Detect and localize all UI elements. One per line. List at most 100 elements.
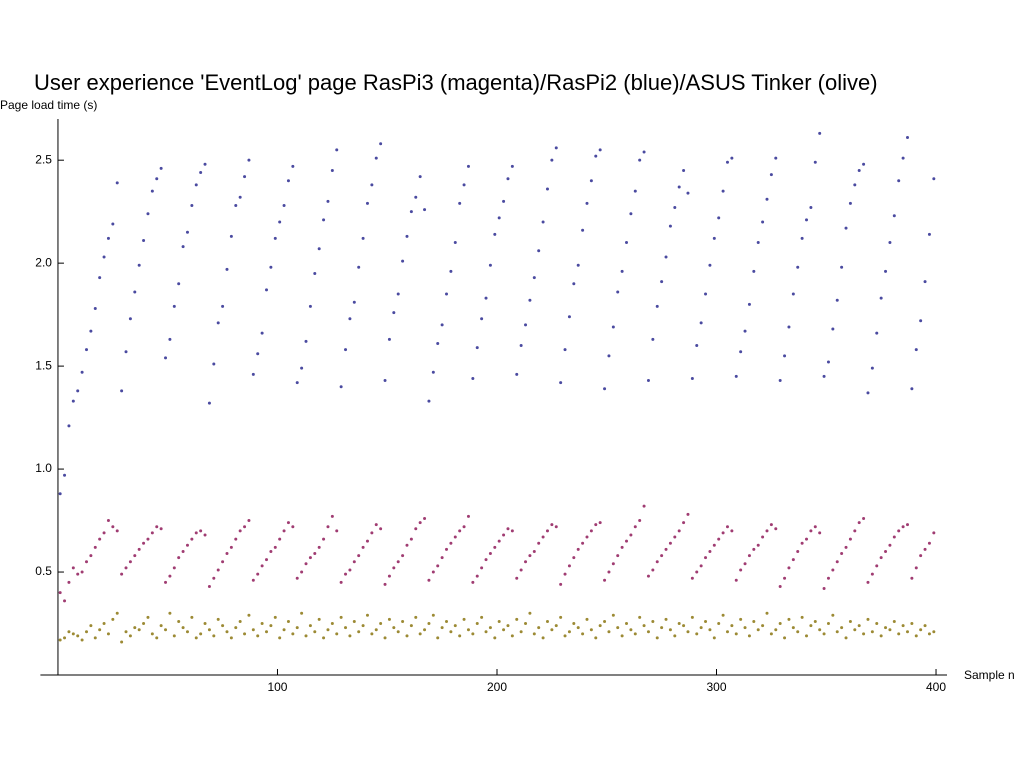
data-point [774, 156, 778, 160]
data-point [89, 329, 93, 333]
data-point [111, 222, 115, 226]
data-point [80, 570, 84, 574]
data-point [63, 473, 67, 477]
data-point [725, 160, 729, 164]
data-point [120, 389, 124, 393]
data-point [708, 549, 712, 553]
data-point [787, 617, 791, 621]
data-point [620, 269, 624, 273]
data-point [629, 628, 633, 632]
data-point [471, 632, 475, 636]
data-point [927, 632, 931, 636]
data-point [370, 531, 374, 535]
data-point [304, 562, 308, 566]
data-point [550, 628, 554, 632]
data-point [106, 632, 110, 636]
data-point [379, 527, 383, 531]
data-point [638, 519, 642, 523]
data-point [502, 199, 506, 203]
data-point [642, 624, 646, 628]
data-point [379, 622, 383, 626]
data-point [638, 158, 642, 162]
data-point [862, 632, 866, 636]
data-point [466, 164, 470, 168]
data-point [308, 624, 312, 628]
data-point [686, 630, 690, 634]
data-point [629, 533, 633, 537]
data-point [510, 529, 514, 533]
data-point [212, 634, 216, 638]
data-point [488, 263, 492, 267]
data-point [304, 634, 308, 638]
data-point [914, 634, 918, 638]
data-point [449, 541, 453, 545]
data-point [725, 525, 729, 529]
data-point [374, 156, 378, 160]
data-point [475, 574, 479, 578]
data-point [102, 622, 106, 626]
data-point [717, 216, 721, 220]
data-point [506, 624, 510, 628]
data-point [374, 628, 378, 632]
data-point [646, 630, 650, 634]
data-point [313, 552, 317, 556]
data-point [168, 337, 172, 341]
data-point [98, 628, 102, 632]
data-point [63, 636, 67, 640]
data-point [519, 568, 523, 572]
data-point [550, 158, 554, 162]
data-point [897, 179, 901, 183]
data-point [115, 529, 119, 533]
data-point [150, 189, 154, 193]
data-point [642, 150, 646, 154]
data-point [177, 556, 181, 560]
data-point [572, 556, 576, 560]
data-point [159, 166, 163, 170]
data-point [480, 317, 484, 321]
y-tick-label: 1.5 [35, 358, 52, 372]
data-point [352, 619, 356, 623]
data-point [282, 529, 286, 533]
data-point [559, 381, 563, 385]
data-point [286, 619, 290, 623]
data-point [879, 556, 883, 560]
data-point [524, 560, 528, 564]
data-point [730, 529, 734, 533]
data-point [216, 321, 220, 325]
data-point [111, 525, 115, 529]
data-point [730, 624, 734, 628]
data-point [515, 372, 519, 376]
data-point [730, 156, 734, 160]
data-point [853, 183, 857, 187]
data-point [106, 519, 110, 523]
data-point [352, 560, 356, 564]
data-point [660, 280, 664, 284]
data-point [620, 545, 624, 549]
data-point [418, 521, 422, 525]
data-point [686, 512, 690, 516]
data-point [124, 350, 128, 354]
data-point [712, 543, 716, 547]
data-point [721, 531, 725, 535]
data-point [756, 628, 760, 632]
y-tick-label: 0.5 [35, 564, 52, 578]
data-point [225, 552, 229, 556]
x-tick-label: 200 [487, 680, 507, 694]
data-point [607, 354, 611, 358]
data-point [177, 282, 181, 286]
data-point [848, 201, 852, 205]
data-point [787, 566, 791, 570]
data-point [673, 206, 677, 210]
data-point [914, 566, 918, 570]
data-point [585, 617, 589, 621]
data-point [866, 617, 870, 621]
data-point [71, 399, 75, 403]
data-point [515, 617, 519, 621]
data-point [844, 636, 848, 640]
y-axis-label: Page load time (s) [0, 98, 97, 112]
data-point [545, 187, 549, 191]
data-point [611, 562, 615, 566]
data-point [831, 568, 835, 572]
data-point [322, 537, 326, 541]
data-point [423, 628, 427, 632]
